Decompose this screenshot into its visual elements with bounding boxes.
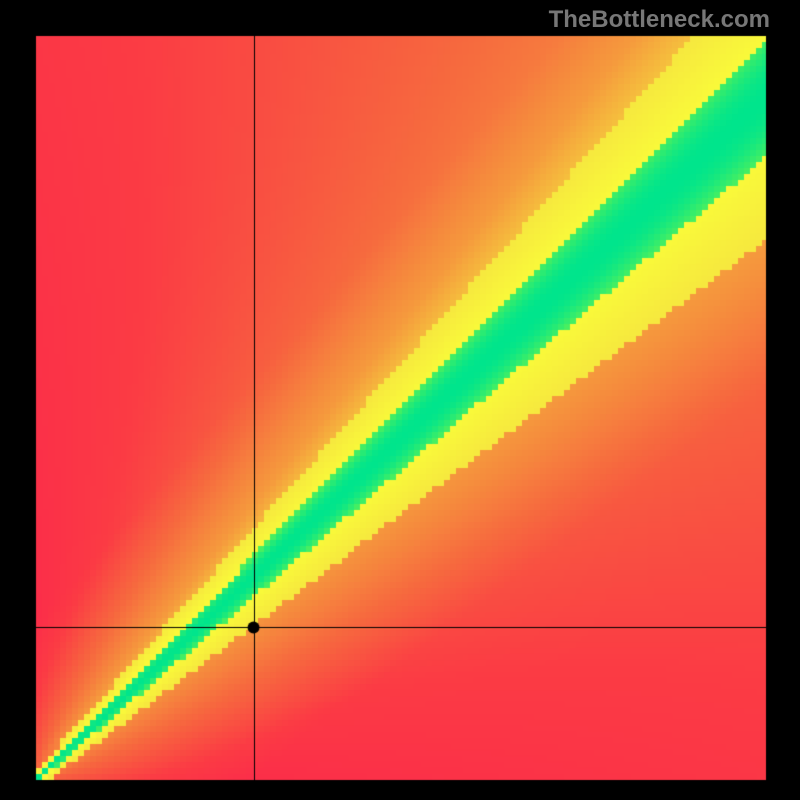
- chart-container: TheBottleneck.com: [0, 0, 800, 800]
- source-watermark: TheBottleneck.com: [549, 6, 770, 34]
- bottleneck-heatmap: [0, 0, 800, 800]
